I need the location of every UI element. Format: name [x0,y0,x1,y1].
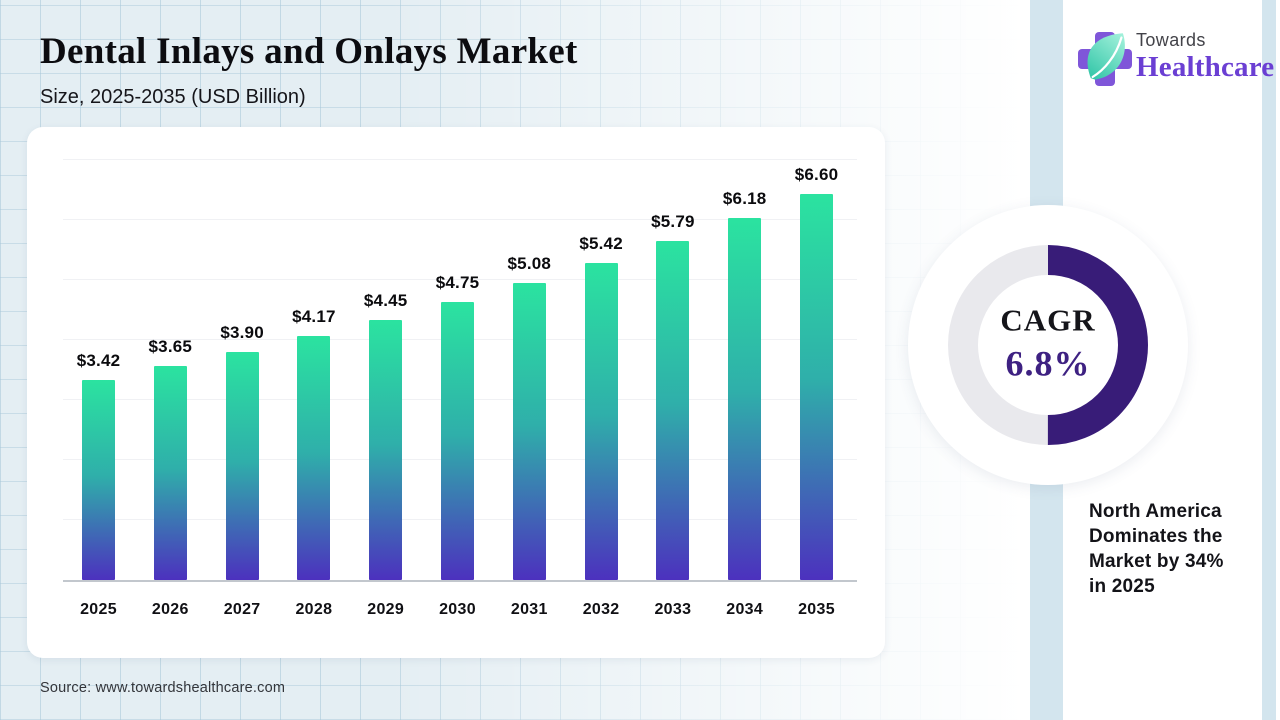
logo-text-healthcare: Healthcare [1136,51,1275,83]
bar-2025 [82,380,115,580]
bar-2028 [297,336,331,580]
bar-2026 [153,366,187,580]
bar-2029 [369,320,403,580]
bar-value-label: $3.90 [220,323,264,342]
bar-value-label: $4.45 [363,291,408,310]
bar-value-label: $4.17 [292,307,336,326]
page-subtitle: Size, 2025-2035 (USD Billion) [40,86,306,108]
x-axis-label: 2033 [654,601,692,618]
x-axis-label: 2026 [151,601,189,618]
logo-text-towards: Towards [1136,30,1206,50]
x-axis-label: 2028 [295,601,333,618]
leaf-icon [1087,33,1125,80]
chart-gridline [63,159,857,160]
x-axis-label: 2031 [510,601,548,618]
cagr-donut-chart: CAGR 6.8% [908,205,1188,485]
logo-cross-leaf-icon [1078,32,1132,88]
x-axis-line [63,580,857,582]
x-axis-label: 2030 [439,601,476,618]
bar-value-label: $5.08 [507,254,552,273]
chart-gridline [63,279,857,280]
chart-gridline [63,219,857,220]
page-title: Dental Inlays and Onlays Market [40,31,578,72]
bar-2031 [512,283,546,580]
cagr-label: CAGR [1000,302,1096,338]
bar-value-label: $6.60 [794,165,839,184]
x-axis-label: 2034 [726,601,764,618]
bar-value-label: $4.75 [435,273,480,292]
bar-value-label: $6.18 [722,189,767,208]
source-text: Source: www.towardshealthcare.com [40,680,286,696]
bar-chart-panel: $3.42 2025 $3.65 2026 $3.90 2027 $4.17 2028 $4.4… [27,127,885,658]
cagr-value: 6.8% [1005,343,1091,384]
x-axis-label: 2025 [80,601,117,618]
x-axis-label: 2027 [223,601,261,618]
x-axis-label: 2035 [798,601,835,618]
bar-2027 [225,352,259,580]
bar-2035 [800,194,833,580]
donut-ring [948,245,1148,445]
bar-value-label: $3.65 [148,337,193,356]
bar-2030 [441,302,474,580]
north-america-callout: North America Dominates the Market by 34… [1089,501,1224,597]
bar-value-label: $3.42 [76,351,121,370]
x-axis-label: 2032 [582,601,620,618]
bar-value-label: $5.79 [651,212,695,231]
bar-value-label: $5.42 [579,234,623,253]
bar-2032 [584,263,618,580]
bar-2034 [728,218,762,580]
towards-healthcare-logo: Towards Healthcare [1078,28,1274,92]
x-axis-label: 2029 [367,601,405,618]
bar-2033 [656,241,690,580]
background-accent-band-right [1262,0,1276,720]
